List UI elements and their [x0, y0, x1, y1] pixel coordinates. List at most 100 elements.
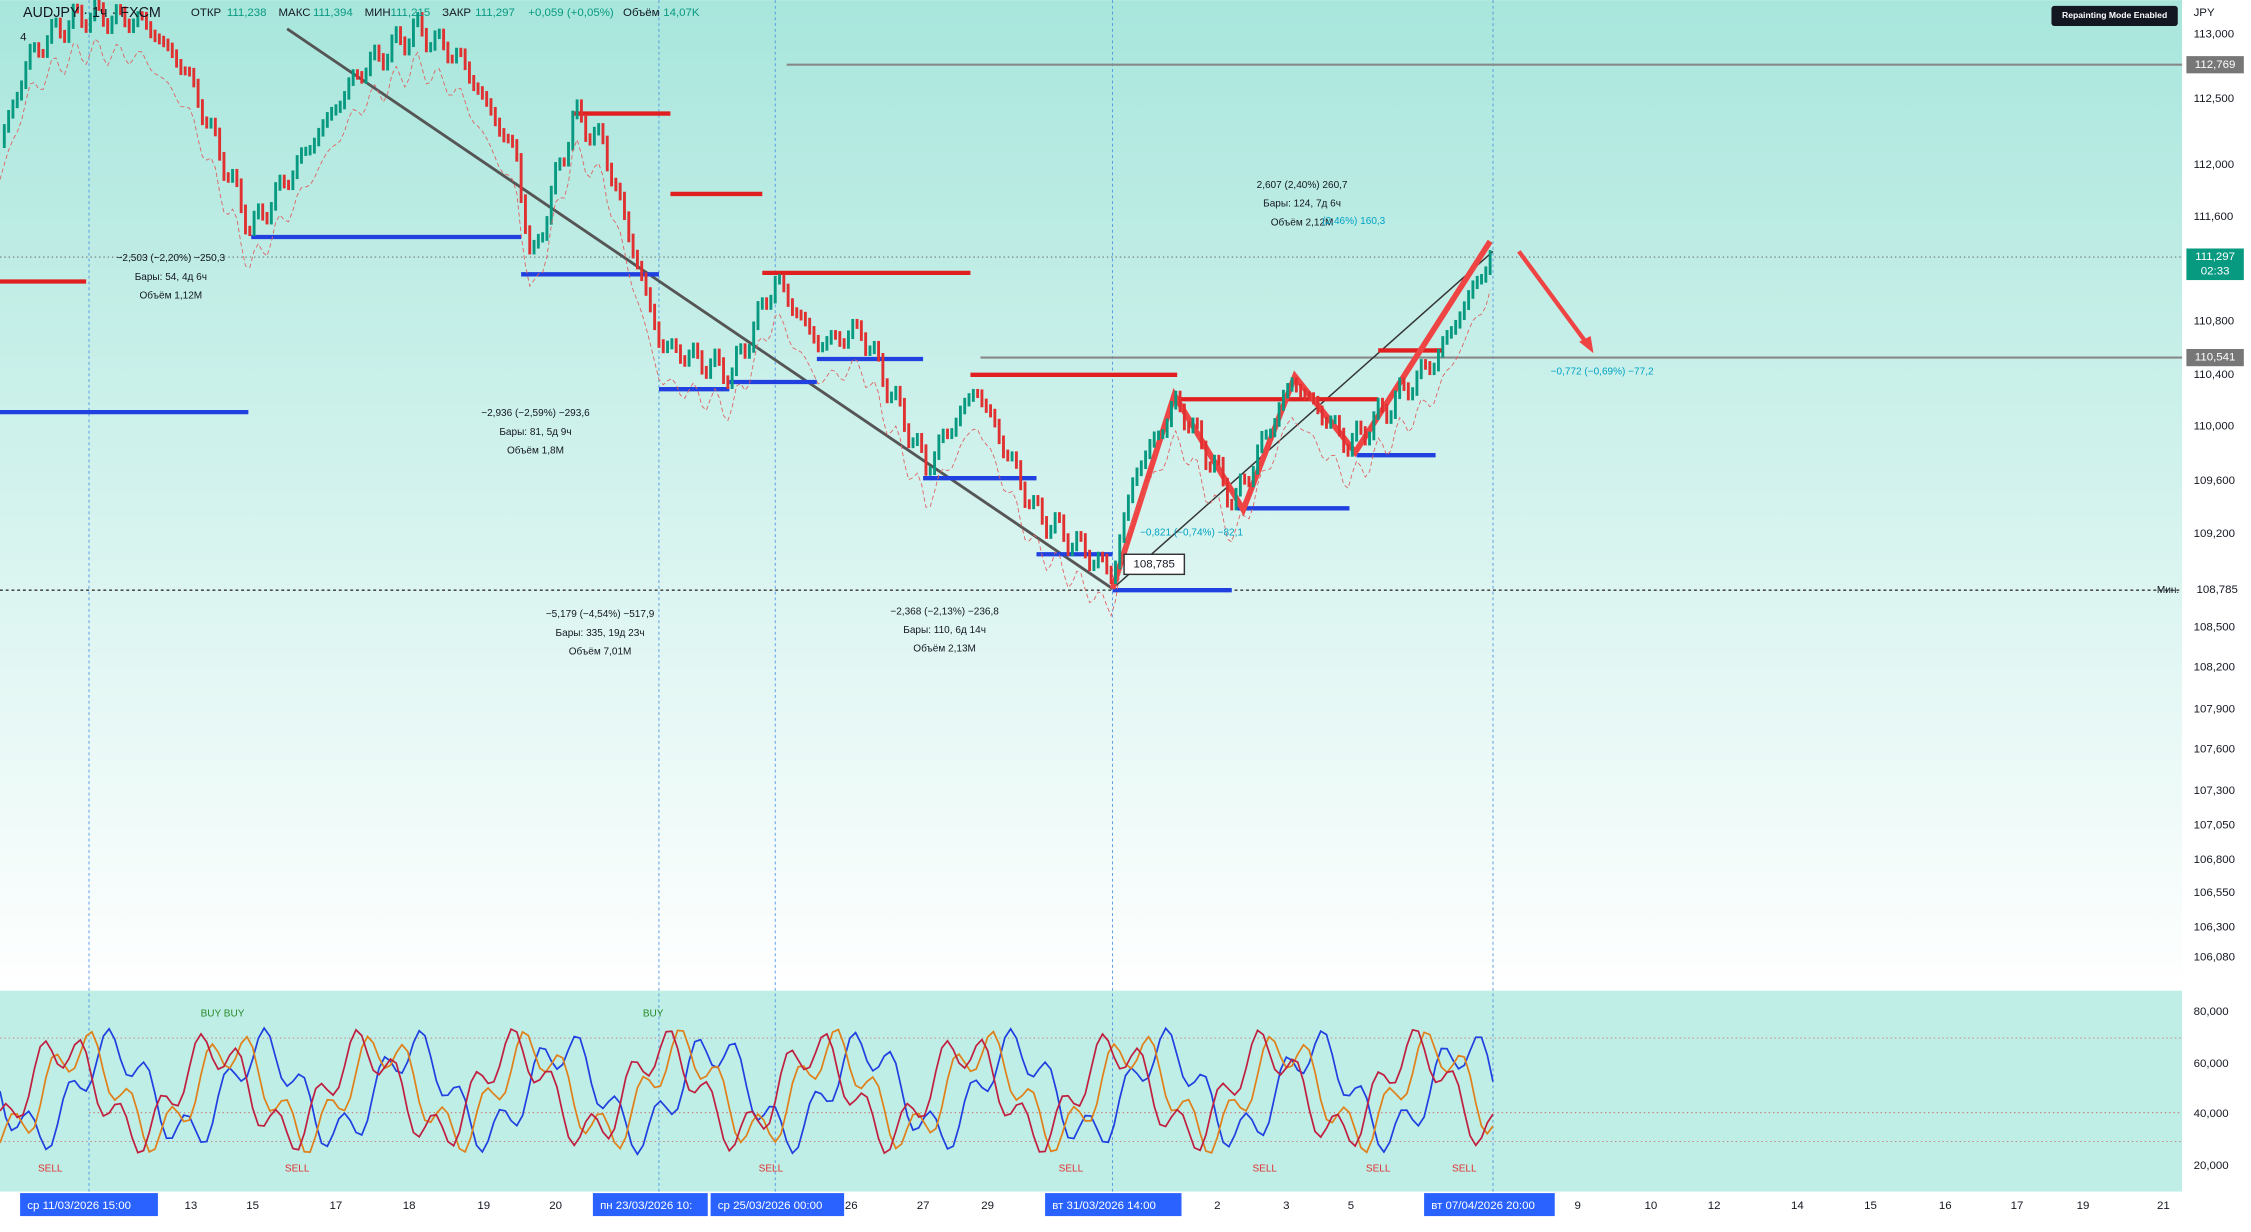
time-label: 5 — [1348, 1200, 1354, 1212]
price-label: 112,000 — [2194, 159, 2235, 171]
signal: SELL — [759, 1163, 784, 1174]
time-highlight-label: ср 25/03/2026 00:00 — [718, 1200, 823, 1212]
price-label: 108,200 — [2194, 662, 2235, 674]
price-label: 110,400 — [2194, 369, 2235, 381]
time-label: 29 — [981, 1200, 994, 1212]
time-label: 19 — [2077, 1200, 2090, 1212]
time-label: 15 — [246, 1200, 259, 1212]
measure-text: Бары: 124, 7д 6ч — [1263, 199, 1341, 210]
annotation: (2,46%) 160,3 — [1322, 216, 1385, 227]
time-label: 16 — [1939, 1200, 1952, 1212]
time-highlight — [592, 1193, 708, 1217]
time-label: 3 — [1283, 1200, 1289, 1212]
time-label: 13 — [185, 1200, 198, 1212]
time-label: 14 — [1791, 1200, 1804, 1212]
price-label: 107,900 — [2194, 703, 2235, 715]
signal: BUY — [643, 1008, 664, 1019]
currency: JPY — [2194, 7, 2215, 19]
signal: SELL — [38, 1163, 63, 1174]
oscillator-series — [0, 1026, 1494, 1156]
time-label: 12 — [1708, 1200, 1721, 1212]
measure-text: −2,936 (−2,59%) −293,6 — [481, 408, 590, 419]
price-tag: 110,541 — [2195, 352, 2236, 364]
signal: SELL — [1059, 1163, 1084, 1174]
tag — [1123, 553, 1186, 576]
time-highlight — [710, 1193, 845, 1217]
measure-text: Объём 2,13M — [913, 643, 976, 655]
time-highlight — [1045, 1193, 1182, 1217]
label: МАКС — [279, 7, 311, 19]
measure-text: Объём 1,8M — [507, 445, 564, 457]
price-label: 112,500 — [2194, 93, 2235, 105]
osc-label: 40,000 — [2194, 1108, 2229, 1120]
band-line — [0, 38, 1491, 618]
measure-text: Объём 2,12M — [1271, 216, 1334, 228]
time-label: 10 — [1645, 1200, 1658, 1212]
price-tag: 108,785 — [2196, 584, 2237, 596]
oscillator-pane — [0, 990, 2183, 1192]
measure-text: Бары: 110, 6д 14ч — [903, 625, 986, 636]
time-label: 17 — [2011, 1200, 2024, 1212]
time-label: 15 — [1864, 1200, 1877, 1212]
price-label: 107,600 — [2194, 744, 2235, 756]
time-highlight-label: пн 23/03/2026 10: — [600, 1200, 692, 1212]
price-pane — [0, 0, 2183, 991]
annotation: −0,821 (−0,74%) −82,1 — [1140, 527, 1243, 538]
measure-text: Бары: 54, 4д 6ч — [135, 272, 207, 283]
osc-label: 80,000 — [2194, 1006, 2229, 1018]
time-label: 17 — [330, 1200, 343, 1212]
time-label: 20 — [549, 1200, 562, 1212]
time-highlight — [20, 1193, 158, 1217]
countdown: 02:33 — [2201, 265, 2230, 277]
time-label: 26 — [845, 1200, 858, 1212]
arrow-head — [1579, 336, 1594, 354]
support-resistance — [0, 111, 1443, 593]
label: ЗАКР — [442, 7, 471, 19]
price-label: 106,300 — [2194, 922, 2235, 934]
price-label: 110,800 — [2194, 316, 2235, 328]
change: +0,059 (+0,05%) — [528, 7, 614, 19]
measure-text: −2,368 (−2,13%) −236,8 — [890, 606, 999, 617]
signal: BUY BUY — [201, 1008, 245, 1019]
price-label: 106,080 — [2194, 952, 2235, 964]
indicator-count: 4 — [20, 31, 27, 43]
oscillator-line — [0, 1026, 1494, 1156]
price-label: 106,800 — [2194, 854, 2235, 866]
measurements: −2,503 (−2,20%) −250,3 Бары: 54, 4д 6ч Объ… — [117, 180, 1654, 658]
value: 111,394 — [313, 7, 353, 19]
trend-line — [286, 27, 1114, 590]
value: 14,07K — [663, 7, 700, 19]
time-label: 9 — [1575, 1200, 1581, 1212]
label: ОТКР — [191, 7, 222, 19]
min-label: Мин. — [2157, 585, 2179, 596]
price-label: 111,600 — [2194, 211, 2234, 223]
repaint-badge: Repainting Mode Enabled — [2062, 10, 2167, 20]
time-label: 27 — [917, 1200, 930, 1212]
measure-text: Объём 7,01M — [569, 646, 632, 658]
signal: SELL — [1252, 1163, 1277, 1174]
badge — [2051, 5, 2178, 26]
min-box: 108,785 — [1133, 558, 1174, 570]
price-label: 110,000 — [2194, 421, 2235, 433]
price-label: 113,000 — [2194, 29, 2235, 41]
symbol: AUDJPY · 1ч · FXCM — [23, 5, 161, 21]
oscillator-line — [0, 1027, 1494, 1155]
time-highlight-label: вт 07/04/2026 20:00 — [1431, 1200, 1535, 1212]
price-label: 107,050 — [2194, 820, 2235, 832]
price-tag: 111,297 — [2195, 251, 2235, 263]
price-label: 109,200 — [2194, 528, 2235, 540]
annotation: −0,772 (−0,69%) −77,2 — [1551, 367, 1654, 378]
osc-label: 60,000 — [2194, 1058, 2229, 1070]
price-tag: 112,769 — [2195, 59, 2236, 71]
header: AUDJPY · 1ч · FXCM ОТКР 111,238 МАКС 111… — [20, 5, 700, 44]
measure-text: Бары: 335, 19д 23ч — [556, 628, 645, 639]
tag — [2186, 248, 2244, 281]
measure-text: 2,607 (2,40%) 260,7 — [1257, 180, 1348, 191]
time-highlight-label: вт 31/03/2026 14:00 — [1052, 1200, 1156, 1212]
oscillator-line — [0, 1028, 1494, 1154]
time-highlight — [1424, 1193, 1555, 1217]
price-label: 109,600 — [2194, 475, 2235, 487]
measure-text: −2,503 (−2,20%) −250,3 — [117, 253, 226, 264]
time-highlight-label: ср 11/03/2026 15:00 — [27, 1200, 131, 1212]
